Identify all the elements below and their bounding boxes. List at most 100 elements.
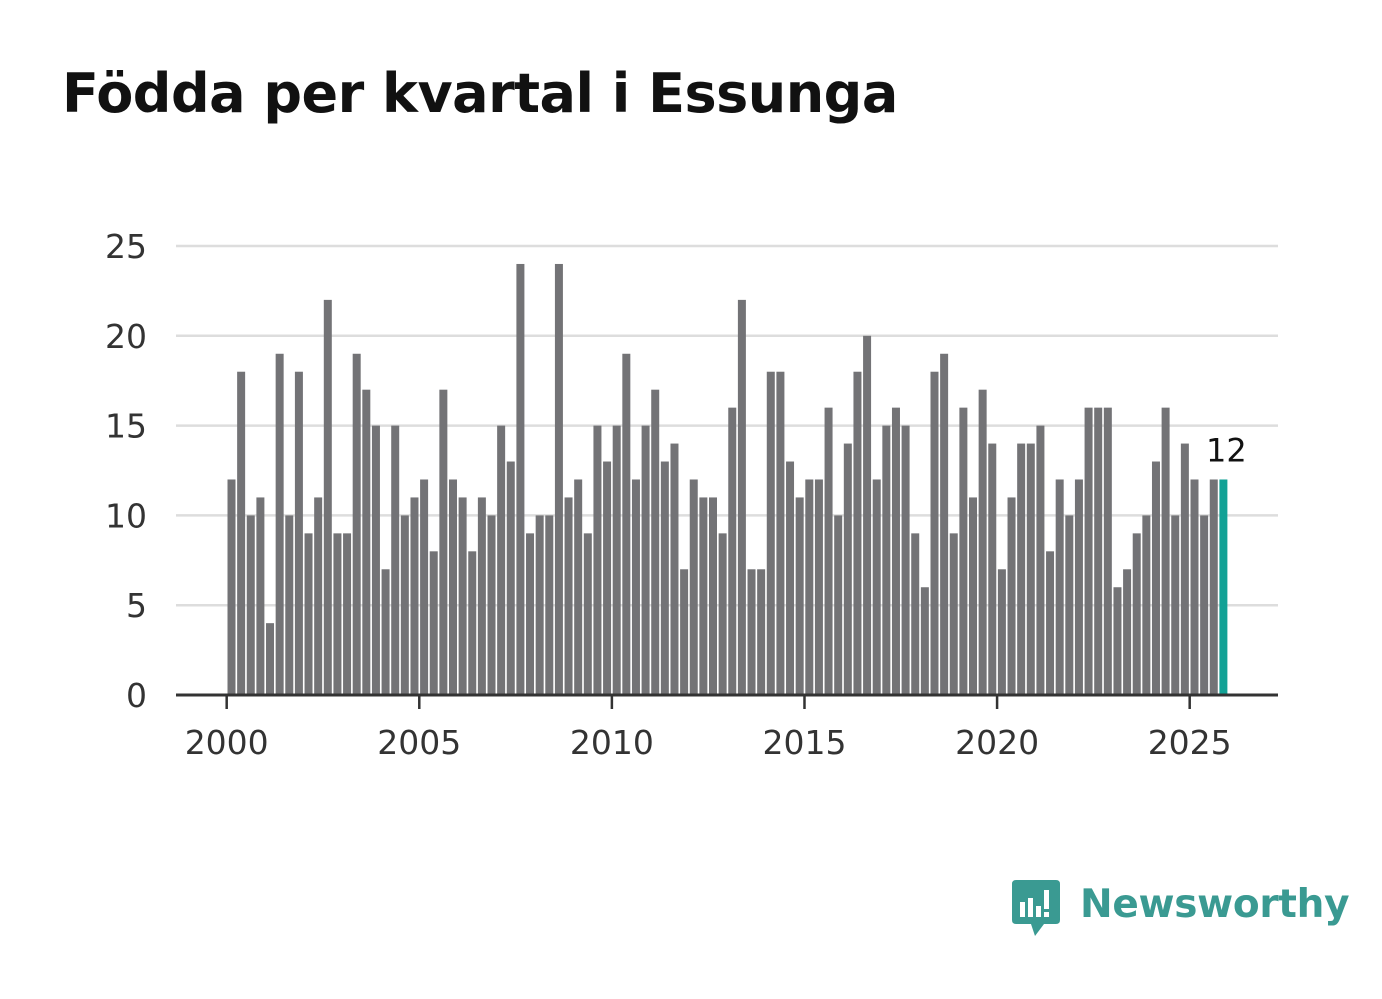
bar	[400, 515, 409, 695]
bar	[670, 443, 679, 695]
bar	[371, 425, 380, 695]
bar	[256, 497, 265, 695]
bar	[266, 623, 275, 695]
bar	[1171, 515, 1180, 695]
bar	[843, 443, 852, 695]
bar	[1046, 551, 1055, 695]
bar	[766, 371, 775, 695]
bar	[554, 263, 563, 695]
bar	[497, 425, 506, 695]
bar	[1151, 461, 1160, 695]
bar	[930, 371, 939, 695]
brand-logo: Newsworthy	[1010, 878, 1350, 942]
bar	[680, 569, 689, 695]
bar	[1036, 425, 1045, 695]
bar	[824, 407, 833, 695]
bar	[343, 533, 352, 695]
bar	[1065, 515, 1074, 695]
y-tick-label: 20	[105, 317, 147, 356]
x-tick-label: 2005	[377, 723, 461, 762]
bar	[1200, 515, 1209, 695]
bar	[1103, 407, 1112, 695]
bar	[535, 515, 544, 695]
bar	[1017, 443, 1026, 695]
bar	[882, 425, 891, 695]
bar	[997, 569, 1006, 695]
bar	[834, 515, 843, 695]
bar	[410, 497, 419, 695]
bar	[352, 353, 361, 695]
bar	[237, 371, 246, 695]
bar	[583, 533, 592, 695]
x-tick-label: 2025	[1148, 723, 1232, 762]
bar	[304, 533, 313, 695]
bar	[526, 533, 535, 695]
bar	[314, 497, 323, 695]
newsworthy-logo-icon	[1012, 880, 1060, 936]
bar	[593, 425, 602, 695]
bar	[940, 353, 949, 695]
bar	[1132, 533, 1141, 695]
y-tick-label: 0	[126, 676, 147, 715]
bar	[920, 587, 929, 695]
bar	[458, 497, 467, 695]
bar	[1123, 569, 1132, 695]
page-title: Födda per kvartal i Essunga	[62, 62, 898, 125]
bar	[891, 407, 900, 695]
x-tick-label: 2020	[955, 723, 1039, 762]
bar	[1026, 443, 1035, 695]
bar	[391, 425, 400, 695]
bar	[709, 497, 717, 695]
bar	[285, 515, 294, 695]
bar	[641, 425, 650, 695]
bar	[1180, 443, 1189, 695]
bar	[728, 407, 737, 695]
y-tick-label: 5	[126, 586, 147, 625]
bar	[786, 461, 795, 695]
bar	[545, 515, 554, 695]
bar	[853, 371, 862, 695]
x-tick-label: 2015	[762, 723, 846, 762]
bar	[1161, 407, 1170, 695]
bar	[863, 335, 872, 695]
bar	[699, 497, 708, 695]
bar-highlight	[1219, 479, 1228, 695]
bar	[477, 497, 486, 695]
bar	[872, 479, 881, 695]
bar	[651, 389, 660, 695]
bar	[689, 479, 698, 695]
bar	[1055, 479, 1064, 695]
bar	[574, 479, 583, 695]
x-tick-label: 2010	[570, 723, 654, 762]
bar	[506, 461, 515, 695]
bar	[333, 533, 342, 695]
bar	[246, 515, 255, 695]
y-tick-label: 15	[105, 407, 147, 446]
bar	[612, 425, 621, 695]
bar	[1094, 407, 1103, 695]
bar	[294, 371, 303, 695]
bar	[949, 533, 958, 695]
bar	[275, 353, 284, 695]
y-tick-label: 10	[105, 496, 147, 535]
bar	[959, 407, 968, 695]
bar	[1007, 497, 1016, 695]
bar	[429, 551, 438, 695]
bar	[448, 479, 457, 695]
bar	[1084, 407, 1093, 695]
bar	[718, 533, 727, 695]
bar	[468, 551, 477, 695]
bar	[1113, 587, 1122, 695]
bar	[660, 461, 669, 695]
bar	[969, 497, 978, 695]
bar	[1142, 515, 1151, 695]
brand-name: Newsworthy	[1080, 882, 1350, 927]
bar	[737, 299, 746, 695]
bar	[1190, 479, 1199, 695]
bar	[420, 479, 429, 695]
bar	[814, 479, 823, 695]
last-value-label: 12	[1206, 431, 1247, 469]
bar	[988, 443, 997, 695]
